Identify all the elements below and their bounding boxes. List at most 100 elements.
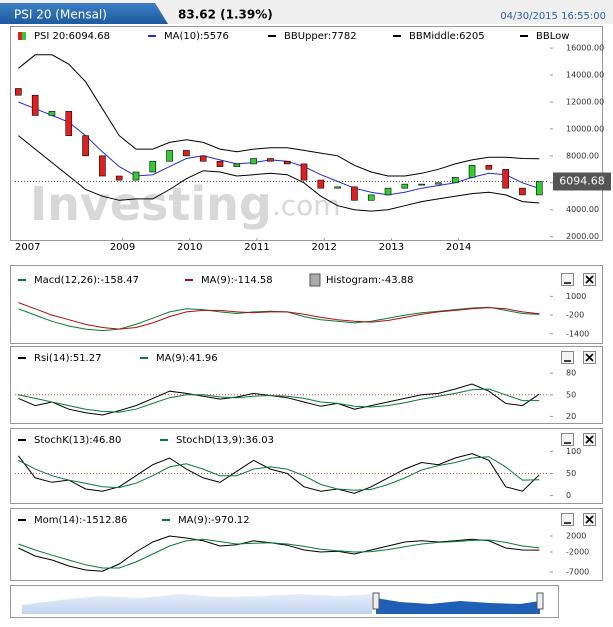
- series-line: [18, 101, 540, 196]
- x-tick-label: 2011: [244, 242, 269, 253]
- candle: [267, 158, 274, 162]
- candle: [418, 183, 425, 186]
- y-tick-label: 50: [566, 390, 576, 399]
- candle: [502, 169, 509, 189]
- x-tick-label: 2012: [311, 242, 336, 253]
- navigator-area: [22, 594, 372, 614]
- legend-swatch: [22, 32, 26, 40]
- y-tick-label: 2000: [566, 532, 586, 541]
- candle: [300, 163, 308, 181]
- candle: [485, 164, 493, 170]
- candle: [166, 150, 173, 162]
- series-line: [18, 456, 540, 491]
- candle: [48, 111, 56, 116]
- x-tick-label: 2014: [446, 242, 471, 253]
- legend-label: BBUpper:7782: [284, 31, 357, 42]
- candle: [149, 160, 157, 173]
- legend-label: MA(9):-114.58: [201, 275, 273, 286]
- series-line: [18, 535, 540, 572]
- y-tick-label: -200: [566, 311, 584, 320]
- legend-label: MA(9):-970.12: [178, 515, 250, 526]
- series-line: [18, 453, 540, 494]
- legend-label: Rsi(14):51.27: [34, 353, 101, 364]
- y-tick-label: 8000.00: [566, 151, 599, 160]
- candle: [183, 150, 190, 157]
- candle: [317, 179, 325, 189]
- watermark: Investing.com: [30, 177, 341, 231]
- close-icon: [585, 435, 594, 444]
- candle: [468, 164, 476, 178]
- y-tick-label: 0: [566, 491, 571, 500]
- candle: [250, 158, 257, 165]
- legend-label: Mom(14):-1512.86: [34, 515, 127, 526]
- legend-swatch: [309, 273, 321, 287]
- legend-label: BBLow: [536, 31, 569, 42]
- close-icon: [585, 515, 594, 524]
- candle: [132, 171, 140, 181]
- y-tick-label: 10000.00: [566, 124, 604, 133]
- close-icon: [585, 275, 594, 284]
- navigator-handle[interactable]: [536, 592, 544, 610]
- close-icon: [585, 353, 594, 362]
- candle: [31, 94, 39, 116]
- main-panel: [10, 26, 603, 241]
- legend-swatch: [18, 32, 22, 40]
- y-tick-label: 12000.00: [566, 97, 604, 106]
- price-badge: [553, 172, 611, 191]
- candle: [283, 160, 291, 165]
- legend-label: StochD(13,9):36.03: [176, 435, 274, 446]
- x-tick-label: 2007: [15, 242, 40, 253]
- macd-panel: [10, 265, 603, 344]
- series-line: [18, 538, 540, 569]
- price-label: 6094.68: [559, 174, 605, 187]
- y-tick-label: 80: [566, 369, 576, 378]
- legend-label: Macd(12,26):-158.47: [34, 275, 139, 286]
- y-tick-label: 50: [566, 469, 576, 478]
- legend-label: PSI 20:6094.68: [34, 31, 110, 42]
- x-tick-label: 2009: [110, 242, 135, 253]
- candle: [115, 175, 123, 181]
- series-line: [18, 388, 540, 413]
- candle: [233, 163, 241, 167]
- legend-label: BBMiddle:6205: [409, 31, 485, 42]
- legend-label: MA(9):41.96: [156, 353, 218, 364]
- legend-label: MA(10):5576: [164, 31, 229, 42]
- candle: [384, 187, 392, 196]
- candle: [199, 155, 207, 162]
- x-tick-label: 2013: [379, 242, 404, 253]
- y-tick-label: -2000: [566, 548, 589, 557]
- candle: [82, 135, 89, 157]
- y-tick-label: 2000.00: [566, 232, 599, 241]
- series-line: [18, 302, 540, 330]
- legend-label: StochK(13):46.80: [34, 435, 121, 446]
- y-tick-label: 4000.00: [566, 205, 599, 214]
- candle: [401, 183, 409, 189]
- candle: [15, 88, 22, 96]
- candle: [334, 186, 341, 189]
- y-tick-label: 1000: [566, 292, 586, 301]
- candle: [99, 155, 106, 177]
- title: PSI 20 (Mensal): [14, 8, 107, 22]
- y-tick-label: 14000.00: [566, 71, 604, 80]
- candle: [535, 181, 543, 196]
- y-tick-label: 100: [566, 447, 581, 456]
- candle: [351, 186, 358, 201]
- candle: [367, 194, 375, 201]
- candle: [216, 160, 224, 167]
- series-line: [18, 135, 540, 212]
- candle: [435, 182, 442, 185]
- quote: 83.62 (1.39%): [178, 8, 273, 22]
- rsi-panel: [10, 346, 603, 424]
- legend-label: Histogram:-43.88: [326, 275, 413, 286]
- title-tab: [0, 3, 168, 24]
- x-tick-label: 2010: [177, 242, 202, 253]
- series-line: [18, 54, 540, 177]
- navigator-handle[interactable]: [372, 592, 380, 610]
- candle: [65, 111, 73, 136]
- y-tick-label: 20: [566, 412, 576, 421]
- timestamp: 04/30/2015 16:55:00: [500, 11, 606, 22]
- series-line: [18, 383, 540, 416]
- y-tick-label: -7000: [566, 568, 589, 577]
- y-tick-label: 16000.00: [566, 44, 604, 53]
